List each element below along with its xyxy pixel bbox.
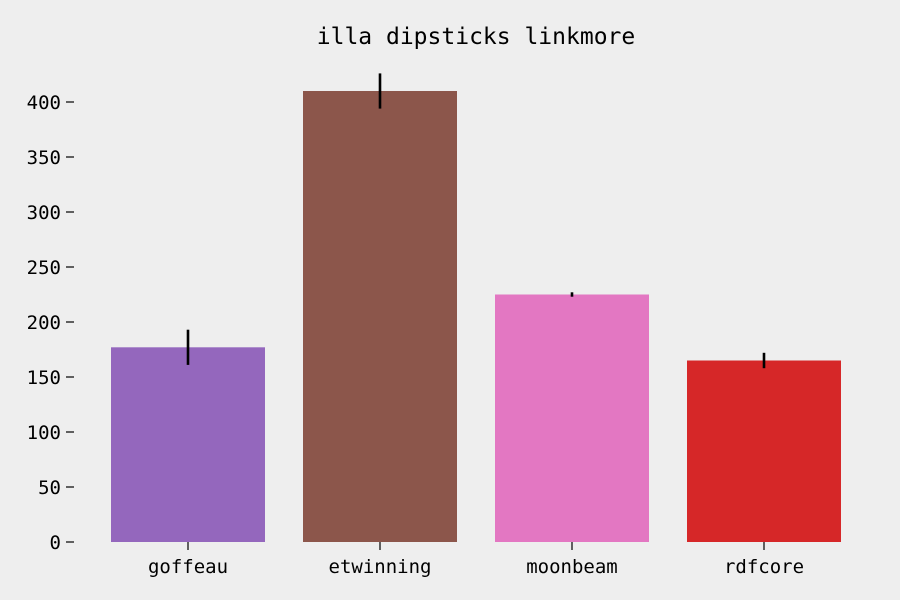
y-tick-label: 400 bbox=[27, 92, 61, 114]
y-tick-label: 100 bbox=[27, 422, 61, 444]
error-bars bbox=[186, 73, 766, 369]
y-tick-label: 0 bbox=[50, 532, 61, 554]
y-tick-label: 300 bbox=[27, 202, 61, 224]
y-tick-label: 350 bbox=[27, 147, 61, 169]
y-tick-label: 50 bbox=[38, 477, 61, 499]
y-tick-label: 150 bbox=[27, 367, 61, 389]
bar-etwinning bbox=[303, 91, 457, 542]
bar-rdfcore bbox=[687, 360, 841, 542]
x-tick-label: goffeau bbox=[148, 556, 228, 578]
x-axis: goffeau etwinning moonbeam rdfcore bbox=[148, 542, 804, 578]
bars bbox=[111, 91, 841, 542]
y-tick-label: 200 bbox=[27, 312, 61, 334]
chart-title: illa dipsticks linkmore bbox=[317, 24, 636, 50]
y-tick-label: 250 bbox=[27, 257, 61, 279]
x-tick-label: moonbeam bbox=[526, 556, 618, 578]
y-axis: 0 50 100 150 200 250 300 350 400 bbox=[27, 92, 74, 554]
bar-moonbeam bbox=[495, 294, 649, 542]
x-tick-label: rdfcore bbox=[724, 556, 804, 578]
bar-goffeau bbox=[111, 347, 265, 542]
x-tick-label: etwinning bbox=[329, 556, 432, 578]
